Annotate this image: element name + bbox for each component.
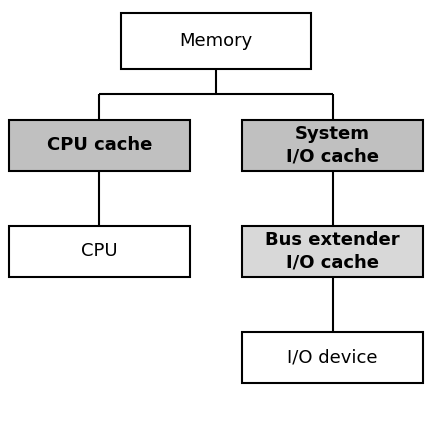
FancyBboxPatch shape (242, 226, 423, 277)
FancyBboxPatch shape (9, 120, 190, 171)
Text: I/O device: I/O device (287, 349, 378, 367)
Text: System
I/O cache: System I/O cache (286, 125, 379, 165)
FancyBboxPatch shape (9, 226, 190, 277)
FancyBboxPatch shape (242, 332, 423, 383)
Text: Bus extender
I/O cache: Bus extender I/O cache (265, 231, 400, 272)
FancyBboxPatch shape (121, 13, 311, 69)
Text: CPU cache: CPU cache (47, 136, 152, 154)
Text: Memory: Memory (179, 32, 253, 50)
FancyBboxPatch shape (242, 120, 423, 171)
Text: CPU: CPU (81, 242, 118, 260)
